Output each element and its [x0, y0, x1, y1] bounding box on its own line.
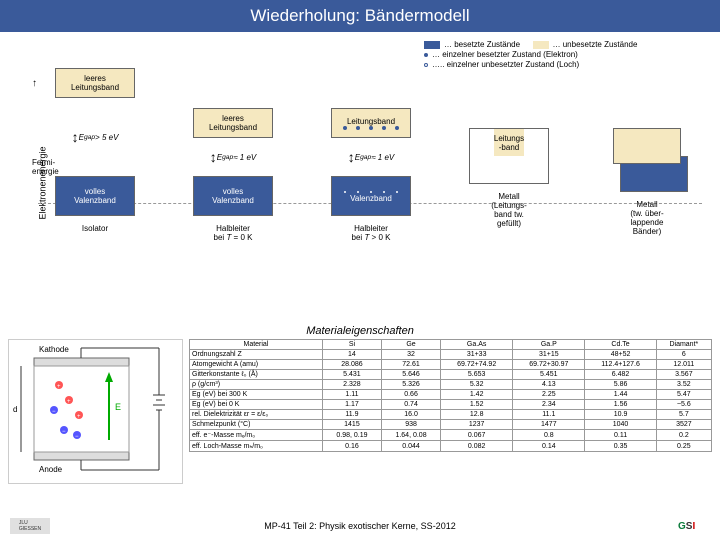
table-row: rel. Dielektrizität εr = ε/ε₀11.916.012.…	[190, 410, 712, 420]
table-row: Gitterkonstante ℓ₀ (Å)5.4315.6465.6535.4…	[190, 370, 712, 380]
footer: JLUGIESSEN MP-41 Teil 2: Physik exotisch…	[0, 518, 720, 534]
table-header: Material	[190, 340, 323, 350]
table-header: Si	[322, 340, 381, 350]
title-bar: Wiederholung: Bändermodell	[0, 0, 720, 32]
band-column: leeresLeitungsband↕ Egap > 5 eVvollesVal…	[30, 38, 160, 323]
gsi-logo: GSI	[678, 519, 710, 533]
svg-text:+: +	[57, 384, 61, 390]
table-row: Eg (eV) bei 0 K1.170.741.522.341.56~5.6	[190, 400, 712, 410]
table-row: eff. e⁻-Masse mₑ/m₀0.98, 0.191.64, 0.080…	[190, 430, 712, 441]
content: ↑ Elektronenenergie Fermi-energie … bese…	[0, 32, 720, 484]
column-label: Halbleiterbei T = 0 K	[214, 224, 253, 242]
band-column: LeitungsbandValenzbandMetall(tw. über-la…	[582, 38, 712, 323]
table-row: ρ (g/cm³)2.3285.3265.324.135.863.52	[190, 380, 712, 390]
svg-text:Anode: Anode	[39, 465, 63, 474]
svg-text:−: −	[75, 434, 79, 440]
svg-text:+: +	[67, 399, 71, 405]
table-header: Ga.As	[441, 340, 513, 350]
table-row: eff. Loch-Masse mₕ/m₀0.160.0440.0820.140…	[190, 441, 712, 452]
table-header: Cd.Te	[585, 340, 656, 350]
table-row: Ordnungszahl Z143231+3331+1548+526	[190, 350, 712, 360]
detector-diagram: Kathode Anode d E + + + − − −	[8, 339, 183, 484]
table-header: Diamant*	[656, 340, 711, 350]
band-column: Leitungs-bandMetall(Leitungs-band tw.gef…	[444, 38, 574, 323]
svg-text:+: +	[77, 414, 81, 420]
band-column: Leitungsband↕ Egap ≈ 1 eVValenzbandHalbl…	[306, 38, 436, 323]
uni-logo: JLUGIESSEN	[10, 518, 50, 534]
kathode-label: Kathode	[39, 345, 69, 354]
table-row: Atomgewicht A (amu)28.08672.6169.72+74.9…	[190, 360, 712, 370]
band-column: leeresLeitungsband↕ Egap ≈ 1 eVvollesVal…	[168, 38, 298, 323]
svg-text:−: −	[52, 409, 56, 415]
column-label: Halbleiterbei T > 0 K	[352, 224, 391, 242]
table-header: Ge	[381, 340, 440, 350]
svg-text:−: −	[62, 429, 66, 435]
column-label: Metall(Leitungs-band tw.gefüllt)	[491, 192, 527, 228]
svg-text:E: E	[115, 402, 121, 412]
band-diagram: ↑ Elektronenenergie Fermi-energie … bese…	[8, 38, 712, 323]
column-label: Isolator	[82, 224, 108, 233]
table-header: Ga.P	[513, 340, 585, 350]
y-axis: Elektronenenergie	[8, 38, 28, 323]
table-row: Eg (eV) bei 300 K1.110.661.422.251.445.4…	[190, 390, 712, 400]
svg-text:d: d	[13, 405, 17, 414]
footer-text: MP-41 Teil 2: Physik exotischer Kerne, S…	[264, 521, 455, 531]
table-row: Schmelzpunkt (°C)14159381237147710403527	[190, 420, 712, 430]
section-heading: Materialeigenschaften	[8, 325, 712, 337]
material-table: MaterialSiGeGa.AsGa.PCd.TeDiamant*Ordnun…	[189, 339, 712, 484]
bottom-area: Kathode Anode d E + + + − − − MaterialSi…	[8, 339, 712, 484]
column-label: Metall(tw. über-lappendeBänder)	[630, 200, 663, 236]
page-title: Wiederholung: Bändermodell	[250, 6, 469, 26]
